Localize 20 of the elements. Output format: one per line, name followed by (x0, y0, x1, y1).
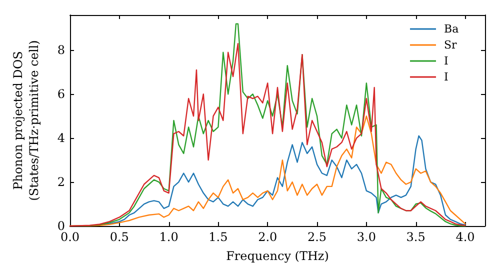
legend-label: Sr (444, 38, 458, 52)
legend-label: I (444, 70, 448, 84)
x-tick-label: 1.5 (208, 230, 228, 244)
x-tick-label: 0.0 (60, 230, 80, 244)
x-tick-label: 0.5 (110, 230, 129, 244)
x-tick-label: 3.5 (406, 230, 426, 244)
y-tick-label: 0 (57, 219, 65, 233)
x-tick-label: 2.5 (307, 230, 327, 244)
x-tick-label: 3.0 (356, 230, 376, 244)
y-tick-label: 8 (57, 43, 65, 58)
x-tick-label: 2.0 (258, 230, 278, 244)
y-axis-title: Phonon projected DOS (States/THz·primitive cell) (11, 40, 41, 201)
legend-label: I (444, 54, 448, 68)
legend-label: Ba (444, 22, 460, 36)
y-tick-label: 4 (57, 131, 66, 146)
x-tick-label: 1.0 (159, 230, 178, 244)
x-axis-title: Frequency (THz) (226, 249, 329, 263)
y-tick-label: 6 (57, 87, 65, 102)
x-tick-label: 4.0 (456, 230, 475, 244)
y-tick-label: 2 (57, 175, 65, 190)
